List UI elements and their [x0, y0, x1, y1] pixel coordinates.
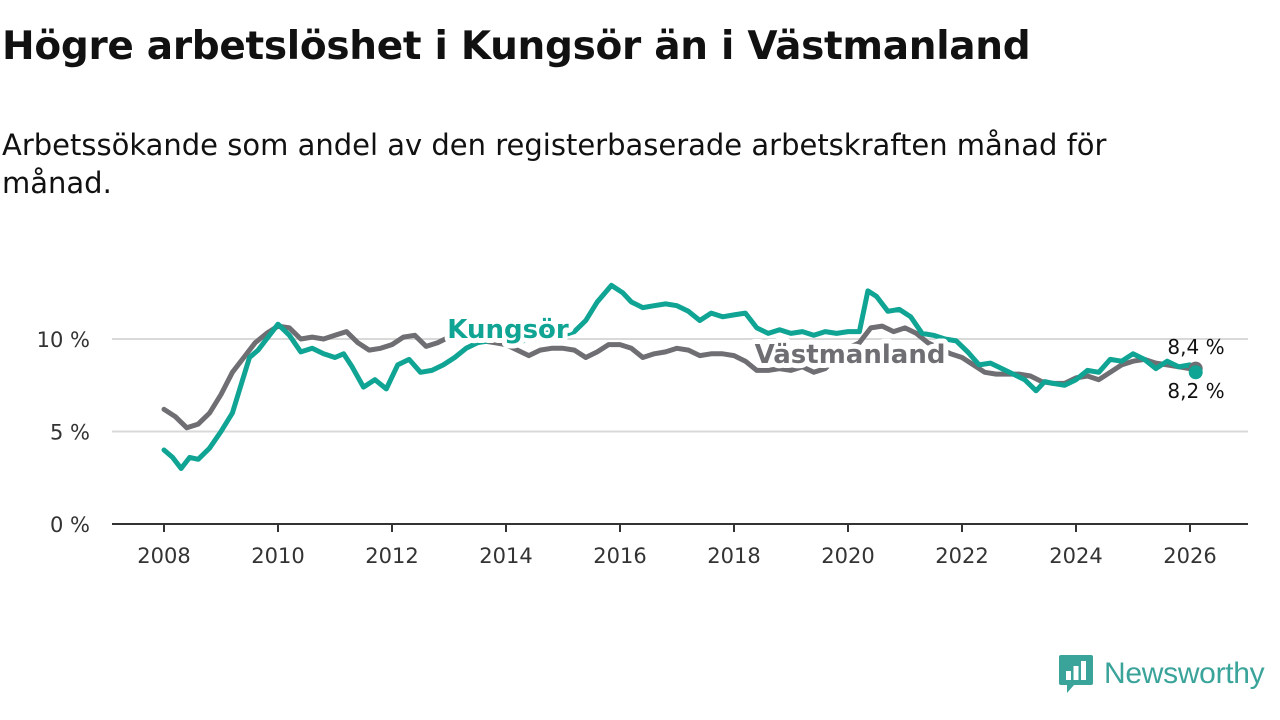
y-tick-label: 0 % — [50, 513, 90, 537]
y-tick-label: 5 % — [50, 421, 90, 445]
x-tick-label: 2014 — [479, 544, 532, 568]
series-label: Kungsör — [447, 315, 569, 345]
x-tick-label: 2022 — [935, 544, 988, 568]
end-value-label: 8,2 % — [1167, 379, 1224, 403]
y-tick-label: 10 % — [37, 328, 90, 352]
newsworthy-logo-icon — [1059, 655, 1093, 693]
x-tick-label: 2020 — [821, 544, 874, 568]
series-label-halo: Kungsör — [447, 315, 569, 345]
x-tick-label: 2016 — [593, 544, 646, 568]
x-tick-label: 2012 — [365, 544, 418, 568]
chart-title: Högre arbetslöshet i Kungsör än i Västma… — [2, 24, 1031, 69]
series-labels: VästmanlandVästmanlandKungsörKungsör8,4 … — [442, 310, 1224, 403]
chart-subtitle: Arbetssökande som andel av den registerb… — [2, 128, 1107, 200]
brand-logo: Newsworthy — [1058, 652, 1265, 696]
series-label: Västmanland — [755, 340, 946, 370]
series-line-kungsr — [161, 282, 1199, 471]
x-tick-label: 2024 — [1049, 544, 1102, 568]
x-tick-label: 2010 — [251, 544, 304, 568]
brand-name: Newsworthy — [1104, 657, 1265, 690]
x-tick-label: 2026 — [1163, 544, 1216, 568]
series-label-halo: Västmanland — [755, 340, 946, 370]
end-point-marker — [1188, 365, 1203, 380]
series-line-vstmanland — [161, 323, 1199, 431]
series-lines — [161, 282, 1199, 471]
x-axis: 2008 2010 2012 2014 2016 2018 2020 2022 2024 2026 — [112, 523, 1248, 568]
x-tick-label: 2008 — [137, 544, 190, 568]
x-tick-label: 2018 — [707, 544, 760, 568]
end-value-label: 8,4 % — [1167, 335, 1224, 359]
